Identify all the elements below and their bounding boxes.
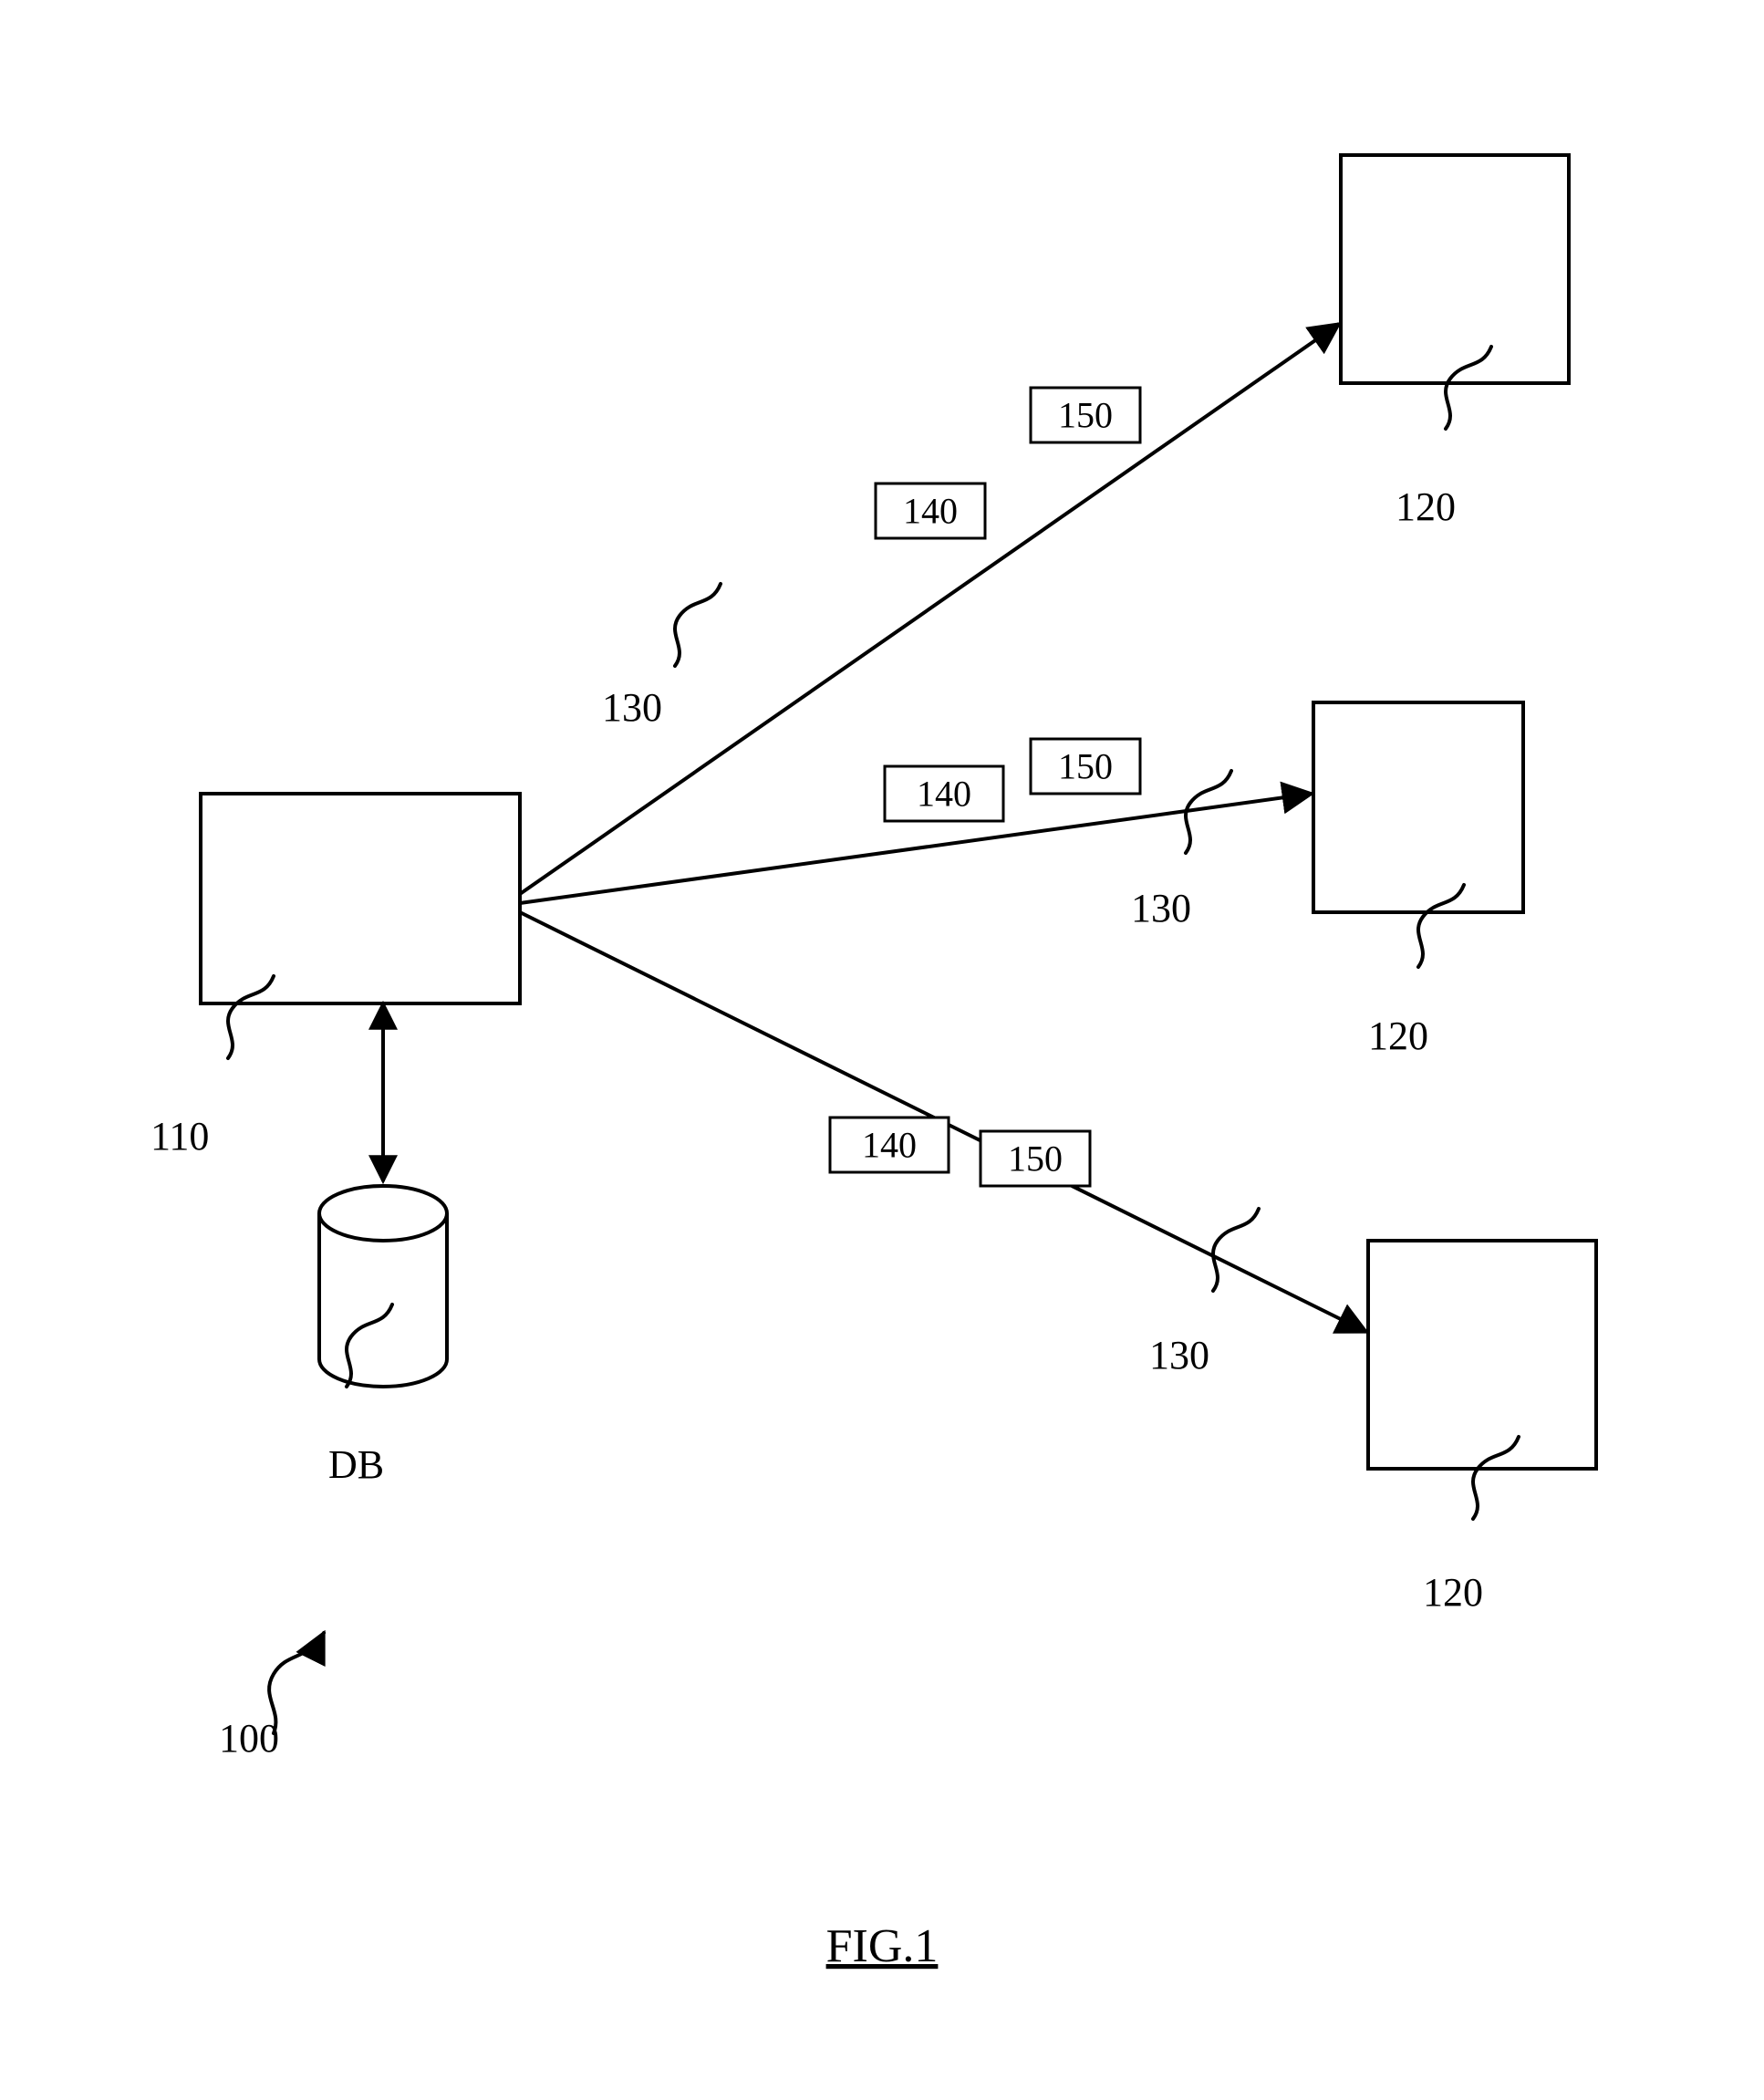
overall-ref-label: 100: [219, 1716, 279, 1761]
target-node-1: [1313, 702, 1523, 912]
edge-2-label-0-text: 140: [862, 1125, 917, 1166]
target-ref-2-label: 120: [1423, 1570, 1483, 1615]
source-ref-label: 110: [150, 1114, 209, 1159]
target-node-0: [1341, 155, 1569, 383]
source-node: [201, 794, 520, 1003]
figure-caption: FIG.1: [826, 1920, 939, 1972]
edge-ref-2-squiggle: [1213, 1209, 1259, 1291]
target-ref-0-label: 120: [1396, 484, 1456, 529]
target-node-2: [1368, 1241, 1596, 1469]
edge-0-label-1-text: 150: [1058, 395, 1113, 436]
db-cylinder-top: [319, 1186, 447, 1241]
source-ref-squiggle: [228, 976, 274, 1058]
figure-canvas: 110 DB 120 120 120 130 140 150 130 140 150 130 140 15…: [0, 0, 1764, 2100]
edge-0-label-0-text: 140: [903, 491, 958, 532]
edge-ref-0-label: 130: [602, 685, 662, 730]
edge-1-label-0-text: 140: [917, 774, 971, 815]
edge-1-label-1-text: 150: [1058, 746, 1113, 787]
db-label: DB: [328, 1442, 384, 1487]
edge-ref-2-label: 130: [1149, 1333, 1209, 1377]
target-ref-1-label: 120: [1368, 1014, 1428, 1058]
target-ref-0-squiggle: [1446, 347, 1491, 429]
target-ref-1-squiggle: [1418, 885, 1464, 967]
edge-ref-0-squiggle: [675, 584, 721, 666]
edge-2-label-1-text: 150: [1008, 1138, 1063, 1180]
edge-ref-1-label: 130: [1131, 886, 1191, 930]
target-ref-2-squiggle: [1473, 1437, 1519, 1519]
